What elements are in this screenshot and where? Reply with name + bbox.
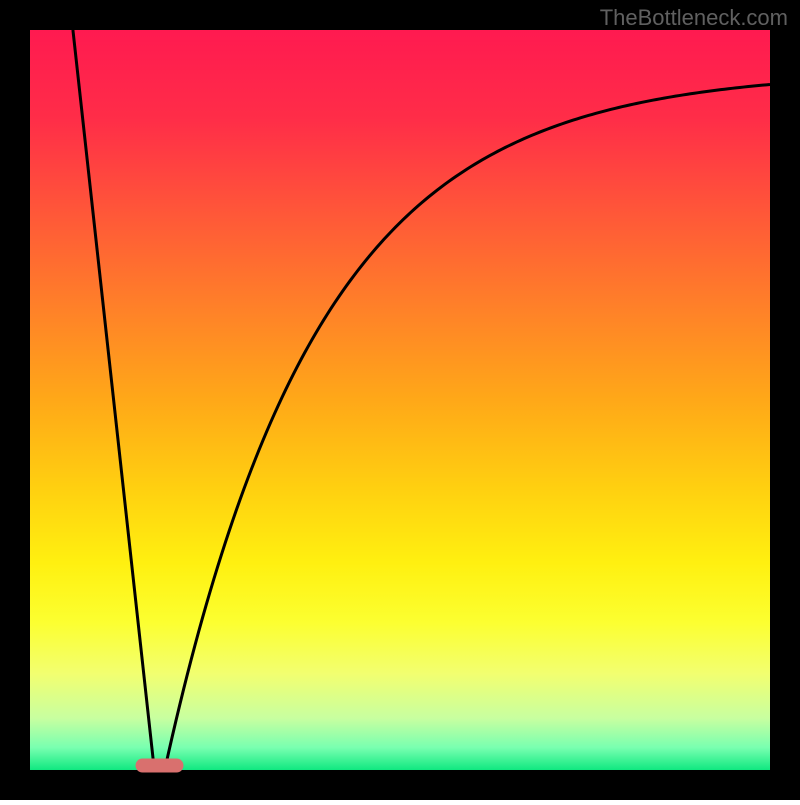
chart-svg: TheBottleneck.com [0, 0, 800, 800]
watermark-text: TheBottleneck.com [600, 5, 788, 30]
bottleneck-chart: TheBottleneck.com [0, 0, 800, 800]
optimal-marker [136, 759, 184, 773]
